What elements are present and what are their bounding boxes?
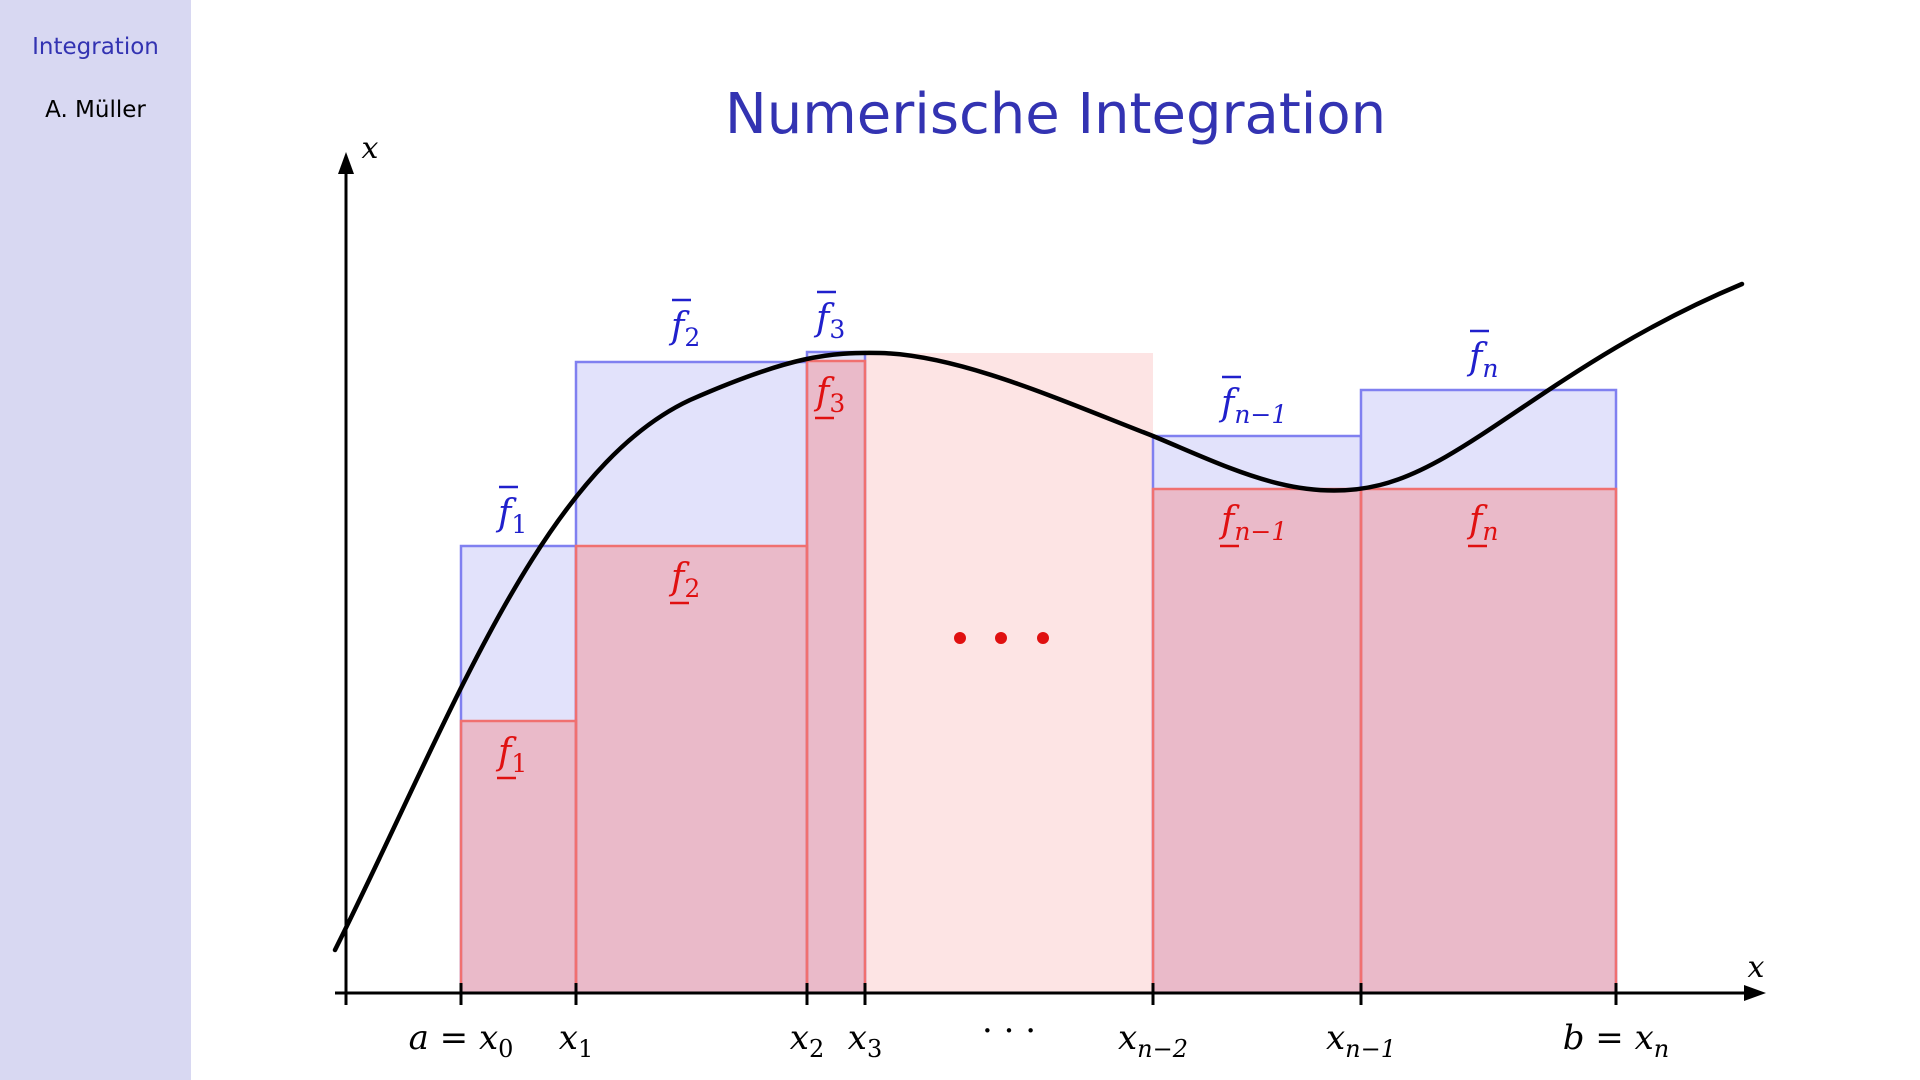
svg-text:f2: f2: [668, 306, 700, 352]
upper-rect-1: [459, 544, 578, 995]
upper-rect-2: [574, 360, 809, 995]
svg-text:fn−1: fn−1: [1218, 383, 1287, 429]
ellipsis-dots: [954, 632, 1049, 644]
sidebar-section-title[interactable]: Integration: [32, 34, 159, 60]
ellipsis-dot-2: [995, 632, 1007, 644]
gap-region: [865, 353, 1153, 993]
page-title: Numerische Integration: [724, 82, 1387, 147]
lower-rect-3: [805, 359, 867, 995]
y-axis-label: x: [362, 131, 379, 166]
sidebar-author: A. Müller: [45, 97, 146, 123]
upper-label-2: f2: [668, 298, 700, 352]
lower-rect-n: [1359, 487, 1618, 995]
x-ticks: [344, 983, 1618, 1005]
upper-label-1: f1: [495, 485, 527, 539]
tick-label-xn-1: xn−1: [1326, 1018, 1396, 1063]
tick-label-xn-2: xn−2: [1118, 1018, 1188, 1063]
svg-text:f1: f1: [495, 493, 527, 539]
sidebar: Integration A. Müller: [0, 0, 191, 1080]
y-axis-arrow: [338, 152, 354, 174]
upper-label-n: fn: [1466, 329, 1498, 383]
upper-label-n-1: fn−1: [1218, 375, 1287, 429]
tick-label-dots: · · ·: [982, 1011, 1036, 1051]
function-curve: [332, 281, 1745, 953]
tick-labels: a = x0 x1 x2 x3 · · · xn−2 xn−1 b = xn: [409, 1011, 1670, 1063]
tick-label-b: b = xn: [1563, 1018, 1670, 1063]
x-axis-label: x: [1748, 950, 1765, 985]
x-axis-arrow: [1744, 985, 1766, 1001]
tick-label-x3: x3: [848, 1018, 882, 1063]
upper-rect-n-1: [1151, 434, 1363, 995]
upper-rect-n: [1359, 388, 1618, 995]
svg-text:fn: fn: [1466, 337, 1498, 383]
lower-rectangles: [459, 359, 1618, 995]
ellipsis-dot-1: [954, 632, 966, 644]
tick-label-a: a = x0: [409, 1018, 514, 1063]
tick-label-x1: x1: [559, 1018, 593, 1063]
lower-rect-n-1: [1151, 487, 1363, 995]
ellipsis-dot-3: [1037, 632, 1049, 644]
lower-rect-2: [574, 544, 809, 995]
upper-rectangles: [459, 350, 1618, 995]
tick-label-x2: x2: [790, 1018, 824, 1063]
upper-label-3: f3: [813, 290, 845, 344]
svg-text:f3: f3: [813, 298, 845, 344]
